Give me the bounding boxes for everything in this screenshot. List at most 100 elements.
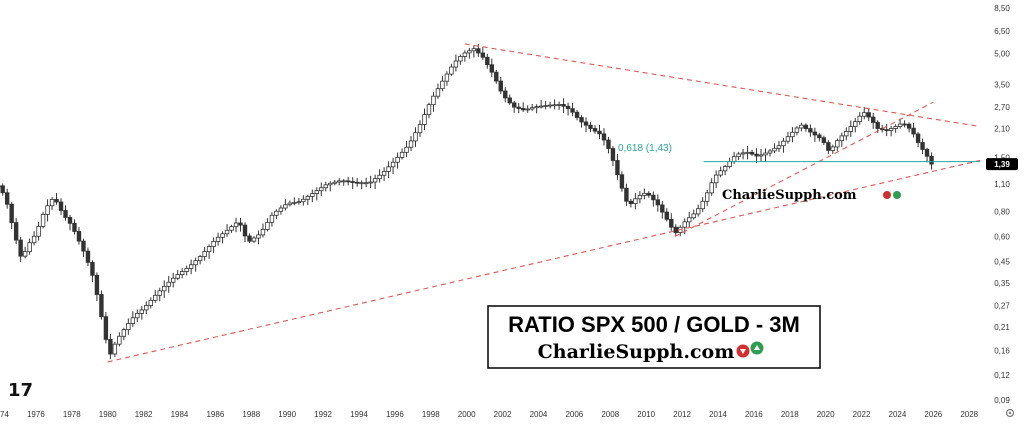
candle-body <box>871 116 876 123</box>
x-tick-label: 1974 <box>0 410 9 419</box>
candle-body <box>597 130 602 135</box>
trendlines-layer <box>107 43 981 363</box>
candle-body <box>906 123 912 129</box>
candle-body <box>673 226 678 233</box>
y-tick-label: 1,50 <box>994 154 1010 163</box>
candle-body <box>646 192 652 196</box>
candle-body <box>220 233 225 238</box>
candle-body <box>108 339 113 355</box>
candle-body <box>785 136 791 142</box>
candle-body <box>736 153 741 158</box>
x-tick-label: 2028 <box>960 410 978 419</box>
x-tick-label: 2024 <box>889 410 907 419</box>
candle-body <box>310 193 315 197</box>
tradingview-logo: 17 <box>8 380 33 401</box>
x-tick-label: 2018 <box>781 410 799 419</box>
y-tick-label: 0,60 <box>994 232 1010 241</box>
candle-body <box>368 181 373 184</box>
candle-body <box>63 210 68 218</box>
candle-body <box>552 104 557 107</box>
y-tick-label: 5,00 <box>994 50 1010 59</box>
candle-body <box>81 240 86 252</box>
fib-label: 0,618 (1,43) <box>618 143 672 154</box>
candle-body <box>534 106 539 109</box>
candle-body <box>426 104 432 115</box>
candle-body <box>328 182 333 186</box>
candle-body <box>826 142 831 151</box>
candle-body <box>346 180 351 183</box>
x-tick-label: 1990 <box>278 410 296 419</box>
x-tick-label: 1984 <box>171 410 189 419</box>
y-tick-label: 0,27 <box>994 301 1010 310</box>
candle-body <box>642 192 647 196</box>
candle-body <box>54 199 59 203</box>
candle-body <box>521 108 526 111</box>
candle-body <box>601 133 607 141</box>
candle-body <box>633 198 638 204</box>
candle-body <box>776 145 782 149</box>
candle-body <box>489 64 494 73</box>
candle-body <box>314 190 319 194</box>
x-tick-label: 2006 <box>565 410 583 419</box>
candle-body <box>512 102 517 108</box>
candle-body <box>354 181 360 184</box>
x-tick-label: 2004 <box>530 410 548 419</box>
candle-body <box>184 268 189 272</box>
x-tick-label: 2012 <box>673 410 691 419</box>
candle-body <box>579 117 584 123</box>
candle-body <box>817 134 822 139</box>
candle-body <box>22 251 28 257</box>
candle-body <box>727 161 732 167</box>
source-arrows-icon <box>736 341 764 358</box>
candle-body <box>206 246 212 253</box>
candle-body <box>525 108 530 111</box>
candle-body <box>301 198 306 203</box>
candle-body <box>242 224 248 237</box>
candle-body <box>296 201 302 204</box>
candle-body <box>462 52 468 57</box>
price-tag-background <box>986 158 1018 171</box>
candle-body <box>888 128 894 131</box>
candle-body <box>390 161 396 168</box>
y-tick-label: 2,10 <box>994 125 1010 134</box>
candle-body <box>718 170 723 176</box>
watermark-text: CharlieSupph.com <box>722 188 857 203</box>
candle-body <box>49 199 55 207</box>
y-tick-label: 0,16 <box>994 346 1010 355</box>
candle-body <box>372 178 378 183</box>
candle-body <box>58 201 64 211</box>
x-tick-label: 1986 <box>206 410 224 419</box>
candle-body <box>740 152 746 155</box>
candle-body <box>431 95 436 106</box>
candle-body <box>556 103 562 106</box>
candle-body <box>588 124 593 129</box>
candle-body <box>323 184 328 189</box>
settings-gear-icon[interactable] <box>1005 408 1015 418</box>
candle-body <box>260 229 266 236</box>
candle-body <box>731 156 737 163</box>
candle-body <box>350 181 355 183</box>
candle-body <box>121 329 127 337</box>
candle-body <box>395 156 400 163</box>
candle-body <box>377 174 382 180</box>
candle-body <box>99 294 104 318</box>
candle-body <box>453 60 459 68</box>
candle-body <box>18 239 23 257</box>
candle-body <box>844 131 849 137</box>
x-tick-label: 1996 <box>386 410 404 419</box>
x-tick-label: 2022 <box>853 410 871 419</box>
candle-body <box>615 160 620 176</box>
candle-body <box>153 294 158 301</box>
candle-body <box>440 80 445 90</box>
candle-body <box>592 128 598 132</box>
candle-body <box>682 221 687 228</box>
candle-body <box>503 90 508 99</box>
y-tick-label: 0,09 <box>994 396 1010 405</box>
candle-body <box>72 222 77 232</box>
candle-body <box>386 166 391 172</box>
candle-body <box>507 97 512 104</box>
candle-body <box>269 214 275 223</box>
candle-body <box>879 128 885 130</box>
candle-body <box>902 123 907 126</box>
candle-body <box>166 281 171 287</box>
